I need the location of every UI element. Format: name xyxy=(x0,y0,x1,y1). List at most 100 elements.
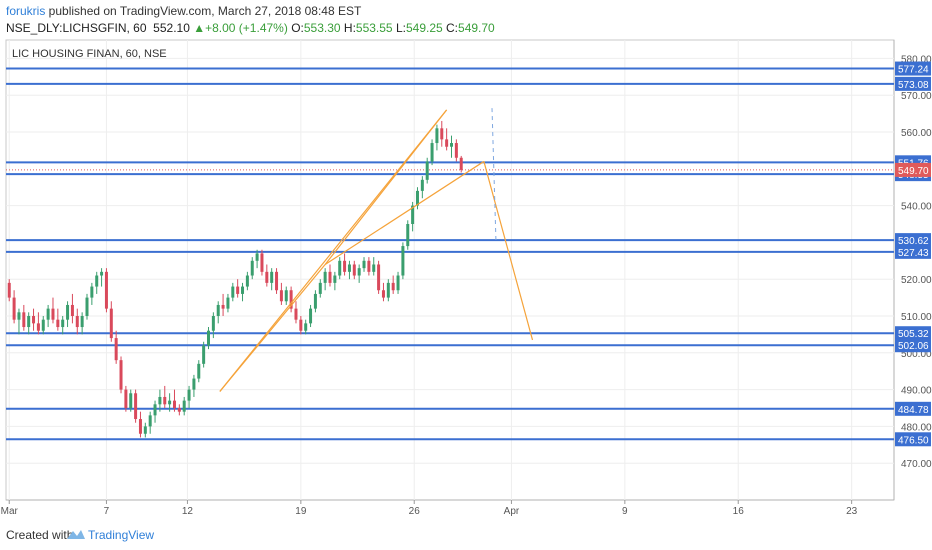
candle-body xyxy=(284,290,288,302)
candle-body xyxy=(294,308,298,320)
candle-body xyxy=(323,271,327,283)
candle-body xyxy=(202,345,206,364)
candle-body xyxy=(192,378,196,390)
y-tick-label: 470.00 xyxy=(901,459,932,470)
candle-body xyxy=(51,308,55,320)
candle-body xyxy=(163,396,167,405)
level-badge xyxy=(895,338,931,353)
open-label: O: xyxy=(291,21,304,35)
candle-body xyxy=(153,404,157,416)
candle-body xyxy=(27,316,31,328)
candle-body xyxy=(207,330,210,346)
candle-body xyxy=(75,316,79,328)
author-link[interactable]: forukris xyxy=(6,4,46,18)
candle-body xyxy=(177,408,181,412)
price-chart[interactable]: 470.00 480.00 490.00 500.00 510.00 520.00 540.… xyxy=(0,0,932,516)
candle-body xyxy=(182,400,186,412)
projection-dashed-line xyxy=(491,108,497,243)
candle-body xyxy=(260,253,264,272)
candle-body xyxy=(187,389,191,401)
candle-body xyxy=(454,143,458,158)
candle-body xyxy=(70,304,74,316)
pattern-leg[interactable] xyxy=(219,264,326,392)
pattern-leg[interactable] xyxy=(219,109,448,392)
candles xyxy=(7,120,463,438)
candle-body xyxy=(255,253,259,261)
candle-body xyxy=(328,271,332,283)
publish-line: forukris published on TradingView.com, M… xyxy=(6,4,361,18)
x-tick-label: 7 xyxy=(104,506,110,516)
published-text: published on TradingView.com, March 27, … xyxy=(45,4,362,18)
close-value: 549.70 xyxy=(458,21,495,35)
tradingview-link[interactable]: TradingView xyxy=(88,528,155,542)
y-tick-label: 490.00 xyxy=(901,386,932,397)
candle-body xyxy=(36,323,40,331)
y-tick-label: 500.00 xyxy=(901,349,932,360)
candle-body xyxy=(245,275,249,287)
level-label: 577.24 xyxy=(898,65,929,76)
candle-body xyxy=(391,282,395,291)
pattern-leg[interactable] xyxy=(324,109,448,265)
y-tick-label: 540.00 xyxy=(901,202,932,213)
candle-body xyxy=(372,264,376,272)
y-tick-label: 570.00 xyxy=(901,91,932,102)
level-badge xyxy=(895,401,931,416)
last-price: 552.10 xyxy=(153,21,190,35)
candle-body xyxy=(12,297,16,320)
level-badge xyxy=(895,326,931,341)
candle-body xyxy=(172,400,176,408)
candle-body xyxy=(80,316,84,328)
candle-body xyxy=(138,419,142,434)
close-label: C: xyxy=(446,21,459,35)
candle-body xyxy=(104,271,108,309)
x-tick-label: 23 xyxy=(846,506,858,516)
candle-body xyxy=(168,400,172,405)
candle-body xyxy=(7,282,11,298)
candle-body xyxy=(445,139,449,147)
candle-body xyxy=(318,282,322,294)
candle-body xyxy=(216,304,220,316)
pattern-leg[interactable] xyxy=(483,161,534,341)
x-tick-label: 26 xyxy=(409,506,421,516)
high-value: 553.55 xyxy=(355,21,393,35)
harmonic-pattern xyxy=(219,108,534,392)
pattern-leg[interactable] xyxy=(324,160,485,265)
candle-body xyxy=(241,286,245,294)
candle-body xyxy=(221,304,225,309)
candle-body xyxy=(148,415,152,427)
candle-body xyxy=(119,360,123,390)
y-tick-label: 520.00 xyxy=(901,275,932,286)
current-price-label: 549.70 xyxy=(898,166,929,177)
low-label: L: xyxy=(395,21,406,35)
candle-body xyxy=(386,282,390,298)
level-label: 530.62 xyxy=(898,236,929,247)
candle-body xyxy=(425,161,429,180)
grid xyxy=(6,40,894,500)
candle-body xyxy=(90,286,94,298)
candle-body xyxy=(66,304,70,320)
candle-body xyxy=(338,260,342,276)
candle-body xyxy=(279,290,283,302)
y-tick-label: 580.00 xyxy=(901,54,932,65)
candle-body xyxy=(46,308,50,320)
candle-body xyxy=(41,319,45,331)
candle-body xyxy=(231,286,235,298)
price-change: +8.00 (+1.47%) xyxy=(205,21,288,35)
level-badge xyxy=(895,61,931,76)
level-badge xyxy=(895,244,931,259)
high-label: H: xyxy=(343,21,356,35)
level-label: 476.50 xyxy=(898,435,929,446)
x-tick-label: 9 xyxy=(622,506,628,516)
candle-body xyxy=(420,179,424,191)
tradingview-logo-icon xyxy=(67,530,85,539)
level-badge xyxy=(895,233,931,248)
y-tick-label: 510.00 xyxy=(901,312,932,323)
candle-body xyxy=(430,143,434,162)
level-badge xyxy=(895,432,931,447)
candle-body xyxy=(143,426,147,434)
candle-body xyxy=(197,363,201,379)
x-tick-label: 12 xyxy=(182,506,194,516)
candle-body xyxy=(275,271,279,291)
candle-body xyxy=(440,128,444,140)
candle-body xyxy=(134,393,138,420)
